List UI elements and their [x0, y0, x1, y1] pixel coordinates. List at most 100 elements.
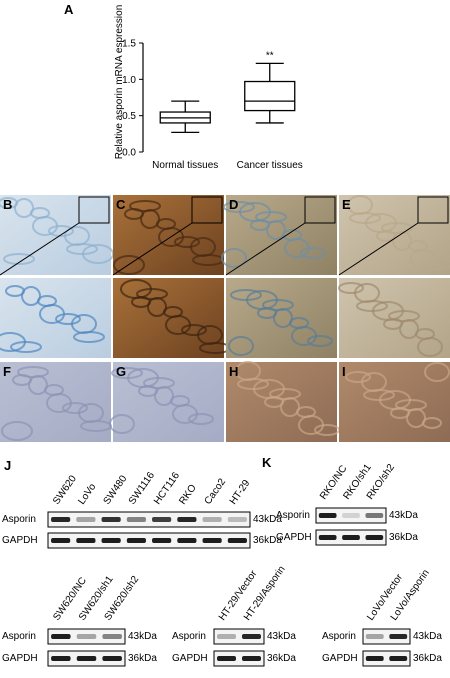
blot-frame [362, 628, 411, 645]
band [76, 634, 97, 639]
blot-frame [47, 511, 251, 528]
zoom-line [225, 222, 306, 276]
tissue-texture [3, 253, 35, 265]
row-label: GAPDH [322, 653, 358, 664]
tissue-texture [78, 403, 104, 423]
tissue-texture [109, 414, 135, 434]
band [126, 538, 146, 543]
size-label: 36kDa [128, 653, 157, 664]
tissue-texture [424, 362, 450, 382]
band [342, 535, 360, 540]
size-label: 43kDa [128, 631, 157, 642]
tissue-texture [422, 417, 442, 429]
inset-box [191, 196, 223, 224]
tissue-texture [388, 310, 420, 322]
y-tick-label: 1.0 [122, 75, 136, 86]
panel-label: K [262, 455, 272, 470]
band [389, 656, 408, 661]
tissue-texture [228, 336, 254, 356]
blot-frame [47, 532, 251, 549]
size-label: 36kDa [267, 653, 296, 664]
tissue-image [113, 278, 224, 358]
band [51, 517, 71, 522]
tissue-texture [381, 222, 413, 234]
lane-label: HT-29 [228, 478, 253, 507]
tissue-texture [395, 399, 427, 411]
tissue-texture [64, 226, 90, 246]
row-label: GAPDH [276, 532, 312, 543]
tissue-texture [14, 198, 34, 218]
lane-label: LoVo [76, 481, 98, 506]
band [76, 656, 97, 661]
tissue-texture [408, 240, 428, 252]
band [152, 517, 172, 522]
tissue-texture [170, 395, 190, 407]
y-tick-label: 0.5 [122, 111, 136, 122]
blot-frame [213, 628, 265, 645]
y-tick-label: 0.0 [122, 148, 136, 159]
panel-label: E [342, 197, 351, 212]
panel-label: G [116, 364, 126, 379]
tissue-texture [300, 247, 326, 259]
panel-label: C [116, 197, 126, 212]
tissue-texture [44, 384, 64, 396]
band [51, 656, 71, 661]
size-label: 43kDa [389, 510, 418, 521]
size-label: 36kDa [253, 535, 282, 546]
tissue-texture [55, 313, 81, 325]
panel-label: B [3, 197, 12, 212]
band [51, 538, 71, 543]
band [76, 517, 96, 522]
tissue-texture [426, 258, 450, 270]
inset-box [417, 196, 449, 224]
panel-label: F [3, 364, 11, 379]
band [227, 517, 247, 522]
blot-frame [315, 507, 387, 524]
inset-box [78, 196, 110, 224]
band [217, 634, 236, 639]
tissue-texture [21, 286, 41, 306]
tissue-texture [181, 324, 207, 336]
panel-label: D [229, 197, 238, 212]
tissue-texture [143, 377, 175, 389]
tissue-texture [156, 218, 176, 230]
lane-label: SW480 [102, 473, 130, 507]
band [202, 538, 222, 543]
panel-label: H [229, 364, 238, 379]
tissue-texture [17, 366, 49, 378]
tissue-texture [190, 237, 216, 257]
zoom-line [112, 222, 193, 276]
band [202, 517, 222, 522]
tissue-texture [289, 317, 309, 329]
tissue-image [226, 278, 337, 358]
tissue-texture [235, 361, 261, 381]
panel-label: J [4, 458, 11, 473]
row-label: Asporin [2, 631, 36, 642]
size-label: 36kDa [389, 532, 418, 543]
tissue-texture [269, 388, 301, 400]
band [177, 538, 197, 543]
band [318, 513, 337, 518]
tissue-texture [62, 402, 88, 414]
size-label: 43kDa [413, 631, 442, 642]
band [342, 513, 360, 518]
band [51, 634, 71, 639]
row-label: GAPDH [172, 653, 208, 664]
tissue-texture [174, 236, 200, 248]
tissue-texture [37, 295, 57, 307]
tissue-texture [347, 195, 373, 215]
band [126, 517, 146, 522]
size-label: 43kDa [267, 631, 296, 642]
band [101, 517, 121, 522]
panel-label: I [342, 364, 346, 379]
tissue-texture [1, 421, 33, 441]
band [152, 538, 172, 543]
band [242, 656, 261, 661]
band [389, 634, 408, 639]
zoom-line [338, 222, 419, 276]
x-tick-label: Cancer tissues [237, 160, 303, 171]
y-axis-label: Relative asporin mRNA espression [114, 5, 125, 160]
tissue-texture [345, 371, 371, 383]
size-label: 43kDa [253, 514, 282, 525]
